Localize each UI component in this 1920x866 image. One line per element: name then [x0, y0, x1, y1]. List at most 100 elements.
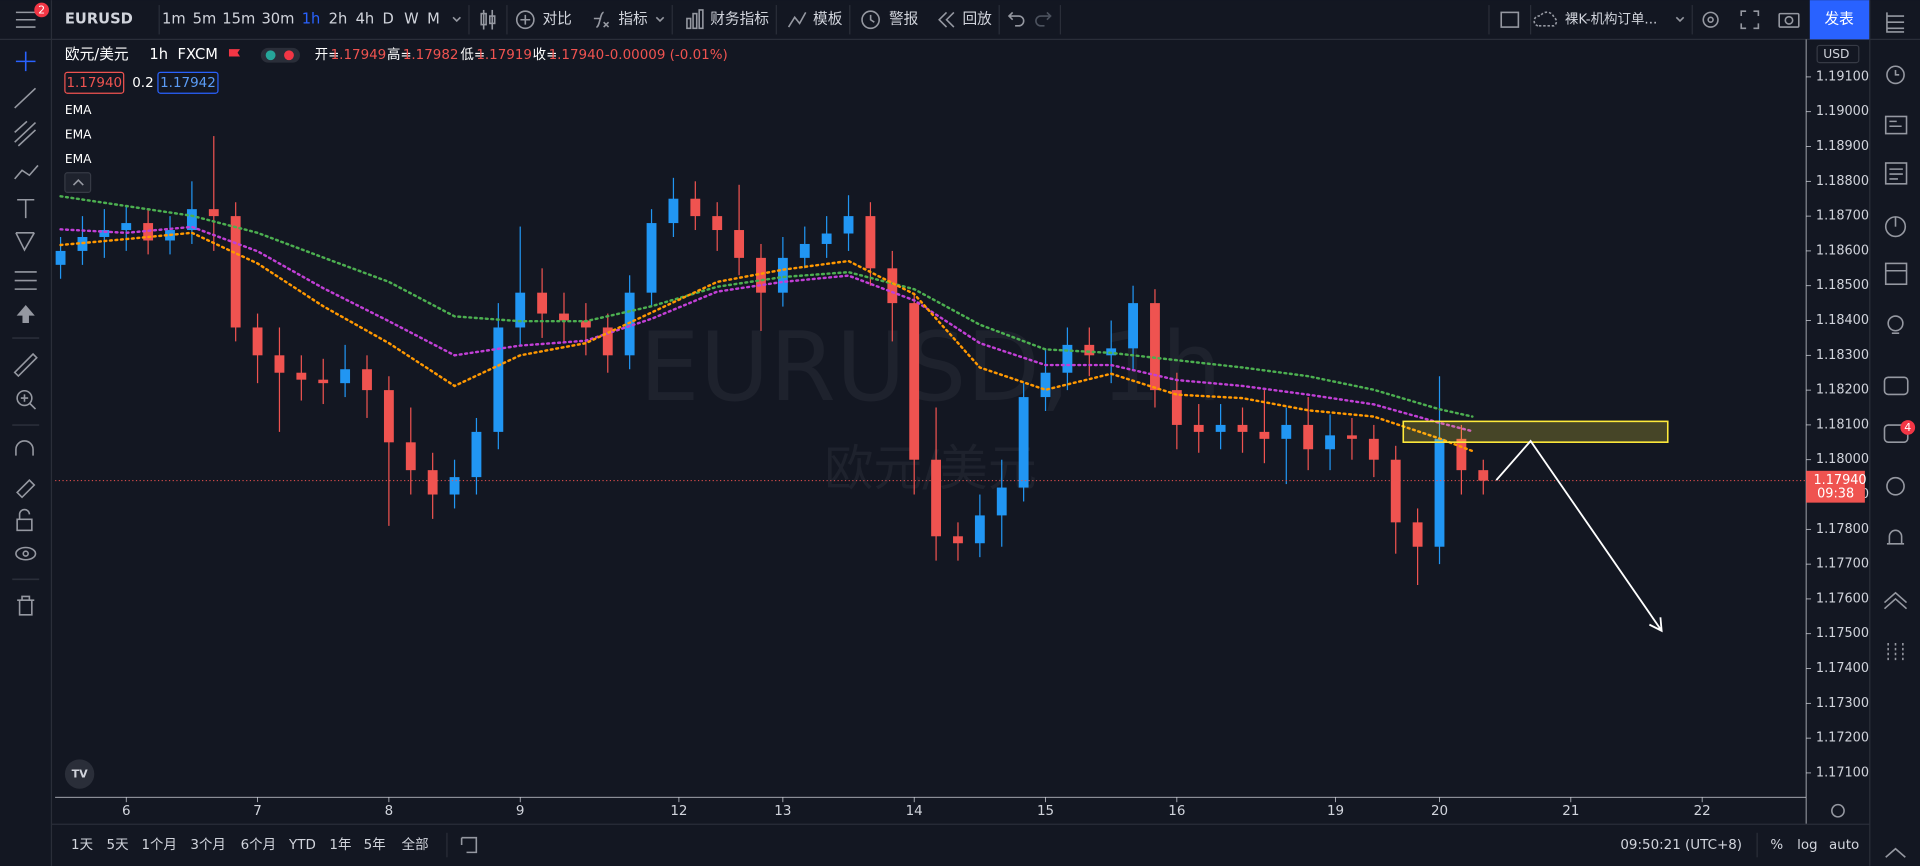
left-toolbar [12, 51, 40, 616]
undo-icon[interactable] [1007, 11, 1025, 27]
draw-mode[interactable] [16, 479, 36, 499]
interval-button[interactable]: 15m [222, 11, 255, 28]
candle-body [1193, 424, 1204, 432]
chart-type-icon[interactable] [480, 9, 496, 30]
candle-body [821, 233, 832, 244]
scale-option[interactable]: log [1797, 838, 1818, 853]
redo-icon[interactable] [1035, 11, 1052, 27]
publish-label[interactable]: 发表 [1824, 11, 1854, 28]
menu-icon[interactable] [15, 11, 36, 28]
collapse-legend[interactable] [64, 172, 92, 193]
magnet-tool[interactable] [15, 440, 34, 456]
publish-button[interactable] [1809, 0, 1870, 40]
currency[interactable]: USD [1823, 47, 1849, 61]
candle-body [1325, 435, 1335, 450]
alerts-icon[interactable] [1886, 65, 1905, 85]
axis-settings[interactable] [1831, 803, 1845, 818]
candle-body [668, 198, 679, 224]
toolbar-button[interactable]: 指标 [618, 11, 648, 28]
chat-icon[interactable] [1883, 376, 1909, 396]
indicator-label[interactable]: EMA [65, 152, 92, 166]
visibility-tool[interactable] [15, 546, 37, 561]
arrow-tool[interactable] [16, 305, 35, 323]
interval-button[interactable]: 30m [261, 11, 294, 28]
compare-icon[interactable] [515, 10, 535, 30]
line-tool[interactable] [14, 87, 37, 109]
watchlist-icon[interactable] [1886, 12, 1905, 33]
range-button[interactable]: 1个月 [141, 837, 176, 853]
template-icon[interactable] [787, 12, 807, 28]
text-tool[interactable] [17, 198, 35, 219]
range-button[interactable]: 全部 [402, 836, 429, 853]
toolbar-button[interactable]: 财务指标 [710, 11, 769, 28]
drawn-arrow[interactable] [1495, 439, 1663, 633]
dropdown[interactable] [452, 16, 461, 23]
symbol[interactable]: EURUSD [65, 11, 133, 28]
bid-box[interactable] [64, 71, 125, 94]
goto-date-icon[interactable] [460, 836, 478, 854]
x-tick-label: 12 [670, 804, 687, 819]
range-button[interactable]: 5天 [107, 838, 129, 853]
notifications-icon[interactable] [1886, 529, 1905, 545]
layout-name[interactable]: 裸K-机构订单... [1565, 12, 1657, 28]
fullscreen-icon[interactable] [1740, 10, 1760, 30]
delete-tool[interactable] [17, 595, 35, 616]
ideas-icon[interactable] [1887, 315, 1904, 332]
range-button[interactable]: 5年 [364, 837, 386, 853]
toolbar-button[interactable]: 警报 [889, 11, 919, 28]
trading-icon[interactable] [1883, 591, 1908, 610]
bid[interactable]: 1.17940 [66, 76, 122, 91]
ask-box[interactable] [157, 71, 219, 94]
toolbar-button[interactable]: 对比 [542, 11, 571, 28]
interval-button[interactable]: M [427, 11, 440, 28]
ruler-tool[interactable] [13, 352, 38, 378]
candle-body [843, 216, 854, 234]
data-window-icon[interactable] [1884, 115, 1908, 135]
zoom-tool[interactable] [16, 389, 33, 407]
support-icon[interactable] [1886, 476, 1905, 496]
replay-icon[interactable] [938, 11, 955, 28]
scale-option[interactable]: % [1770, 838, 1783, 853]
interval-button[interactable]: 4h [356, 11, 375, 28]
currency-box[interactable] [1816, 44, 1860, 64]
alert-icon[interactable] [861, 10, 880, 30]
settings-icon[interactable] [1702, 11, 1719, 28]
ask[interactable]: 1.17942 [160, 76, 216, 91]
projection-tool[interactable] [15, 232, 35, 252]
scale-option[interactable]: auto [1829, 838, 1859, 853]
range-button[interactable]: 1年 [329, 837, 351, 853]
measure-tool[interactable] [14, 271, 37, 290]
indicator-label[interactable]: EMA [65, 103, 92, 117]
range-button[interactable]: 6个月 [241, 837, 276, 853]
range-button[interactable]: 3个月 [190, 837, 225, 853]
flag[interactable] [228, 49, 240, 57]
layout-icon[interactable] [1500, 11, 1520, 28]
ema-line [59, 231, 1474, 453]
interval-button[interactable]: W [404, 11, 419, 28]
change: -0.00009 (-0.01%) [605, 48, 728, 63]
collapse-icon[interactable] [1885, 847, 1906, 858]
toolbar-button[interactable]: 回放 [962, 11, 992, 28]
fib-tool[interactable] [14, 120, 37, 147]
cloud-icon[interactable] [1533, 11, 1558, 27]
interval-button[interactable]: 2h [329, 11, 348, 28]
drawn-rectangle[interactable] [1402, 420, 1669, 443]
range-button[interactable]: YTD [288, 838, 316, 853]
pattern-tool[interactable] [14, 164, 39, 180]
news-icon[interactable] [1884, 162, 1908, 185]
range-button[interactable]: 1天 [71, 838, 93, 853]
indicator-label[interactable]: EMA [65, 127, 92, 141]
indicator-icon[interactable] [593, 11, 610, 28]
financials-icon[interactable] [686, 9, 704, 30]
x-tick-label: 22 [1694, 804, 1711, 819]
snapshot-icon[interactable] [1778, 12, 1800, 28]
interval-button[interactable]: 5m [193, 11, 217, 28]
toolbar-button[interactable]: 模板 [813, 10, 843, 28]
interval-button[interactable]: 1m [162, 11, 186, 28]
crosshair-tool[interactable] [15, 51, 36, 72]
interval-button[interactable]: D [383, 11, 394, 28]
screener-icon[interactable] [1884, 262, 1908, 286]
logo[interactable] [64, 759, 95, 789]
lock-tool[interactable] [16, 518, 33, 532]
interval-button[interactable]: 1h [302, 11, 321, 28]
